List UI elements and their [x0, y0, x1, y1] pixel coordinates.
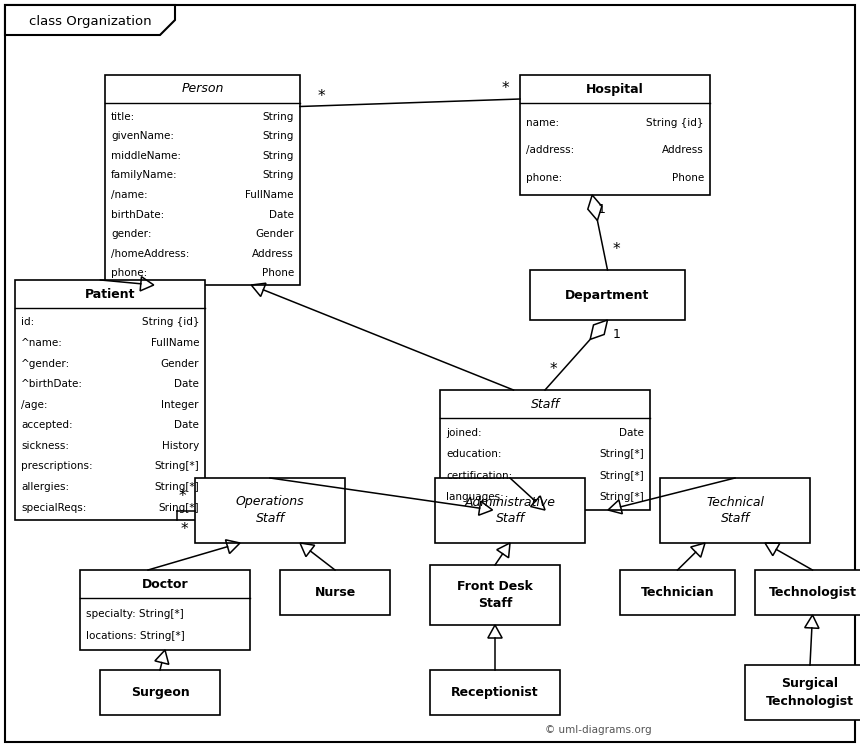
- Text: phone:: phone:: [526, 173, 562, 183]
- Text: Gender: Gender: [161, 359, 199, 368]
- Text: String[*]: String[*]: [599, 471, 644, 481]
- Text: Surgical
Technologist: Surgical Technologist: [766, 678, 854, 707]
- Text: title:: title:: [111, 112, 135, 122]
- Bar: [430, 670, 560, 715]
- Text: id:: id:: [21, 317, 34, 327]
- Text: Technologist: Technologist: [769, 586, 857, 599]
- Bar: [440, 390, 650, 510]
- Text: Date: Date: [269, 210, 294, 220]
- Bar: [100, 670, 220, 715]
- Text: gender:: gender:: [111, 229, 151, 239]
- Text: specialty: String[*]: specialty: String[*]: [86, 609, 184, 619]
- Text: ^name:: ^name:: [21, 338, 63, 348]
- Text: Date: Date: [619, 428, 644, 438]
- Text: Nurse: Nurse: [315, 586, 356, 599]
- Text: FullName: FullName: [150, 338, 199, 348]
- Bar: [80, 570, 250, 650]
- Text: Phone: Phone: [672, 173, 704, 183]
- Text: Operations
Staff: Operations Staff: [236, 495, 304, 525]
- Bar: [430, 565, 560, 625]
- Text: Receptionist: Receptionist: [452, 686, 539, 699]
- Text: Address: Address: [662, 146, 704, 155]
- Polygon shape: [590, 320, 607, 339]
- Text: Administrative
Staff: Administrative Staff: [464, 495, 556, 525]
- Text: Staff: Staff: [531, 397, 560, 411]
- Text: Doctor: Doctor: [142, 577, 188, 590]
- Text: String[*]: String[*]: [599, 450, 644, 459]
- Bar: [620, 570, 735, 615]
- Text: Phone: Phone: [261, 268, 294, 279]
- Text: middleName:: middleName:: [111, 151, 181, 161]
- Text: givenName:: givenName:: [111, 131, 174, 141]
- Bar: [755, 570, 860, 615]
- Text: Surgeon: Surgeon: [131, 686, 189, 699]
- Text: 1: 1: [597, 203, 605, 216]
- Text: Person: Person: [181, 82, 224, 96]
- Text: Address: Address: [252, 249, 294, 258]
- Text: phone:: phone:: [111, 268, 147, 279]
- Text: String: String: [262, 131, 294, 141]
- Text: /age:: /age:: [21, 400, 47, 410]
- Text: Department: Department: [565, 288, 649, 302]
- Text: sickness:: sickness:: [21, 441, 69, 451]
- Text: Technical
Staff: Technical Staff: [706, 495, 764, 525]
- Text: String[*]: String[*]: [154, 462, 199, 471]
- Text: Date: Date: [174, 379, 199, 389]
- Text: Integer: Integer: [162, 400, 199, 410]
- Bar: [520, 75, 710, 195]
- Bar: [435, 478, 585, 543]
- Text: /name:: /name:: [111, 190, 148, 200]
- Text: specialReqs:: specialReqs:: [21, 503, 86, 512]
- Text: String[*]: String[*]: [599, 492, 644, 502]
- Text: accepted:: accepted:: [21, 421, 72, 430]
- Text: History: History: [162, 441, 199, 451]
- Text: certification:: certification:: [446, 471, 513, 481]
- Text: Date: Date: [174, 421, 199, 430]
- Text: Front Desk
Staff: Front Desk Staff: [457, 580, 533, 610]
- Text: name:: name:: [526, 117, 559, 128]
- Text: Gender: Gender: [255, 229, 294, 239]
- Bar: [530, 270, 685, 320]
- Polygon shape: [5, 5, 175, 35]
- Polygon shape: [587, 195, 602, 220]
- Bar: [195, 478, 345, 543]
- Bar: [660, 478, 810, 543]
- Text: joined:: joined:: [446, 428, 482, 438]
- Text: locations: String[*]: locations: String[*]: [86, 631, 185, 642]
- Text: education:: education:: [446, 450, 501, 459]
- Text: String: String: [262, 112, 294, 122]
- Text: Patient: Patient: [85, 288, 135, 300]
- Text: String[*]: String[*]: [154, 482, 199, 492]
- Text: /homeAddress:: /homeAddress:: [111, 249, 189, 258]
- Text: *: *: [181, 522, 188, 537]
- Text: prescriptions:: prescriptions:: [21, 462, 93, 471]
- Text: *: *: [179, 489, 187, 503]
- Text: String: String: [262, 170, 294, 181]
- Text: *: *: [612, 242, 620, 257]
- Text: /address:: /address:: [526, 146, 574, 155]
- Text: © uml-diagrams.org: © uml-diagrams.org: [545, 725, 652, 735]
- Text: String {id}: String {id}: [142, 317, 199, 327]
- Text: *: *: [502, 81, 510, 96]
- Bar: [105, 75, 300, 285]
- Text: String {id}: String {id}: [647, 117, 704, 128]
- Text: ^gender:: ^gender:: [21, 359, 71, 368]
- Text: allergies:: allergies:: [21, 482, 69, 492]
- Text: String: String: [262, 151, 294, 161]
- Bar: [280, 570, 390, 615]
- Text: Technician: Technician: [641, 586, 715, 599]
- Text: Hospital: Hospital: [587, 82, 644, 96]
- Text: Sring[*]: Sring[*]: [158, 503, 199, 512]
- Bar: [15, 280, 205, 520]
- Bar: [745, 665, 860, 720]
- Text: familyName:: familyName:: [111, 170, 178, 181]
- Text: languages:: languages:: [446, 492, 504, 502]
- Text: birthDate:: birthDate:: [111, 210, 164, 220]
- Text: *: *: [318, 88, 326, 104]
- Text: 1: 1: [612, 328, 620, 341]
- Text: FullName: FullName: [245, 190, 294, 200]
- Text: *: *: [550, 362, 557, 377]
- Text: ^birthDate:: ^birthDate:: [21, 379, 83, 389]
- Text: class Organization: class Organization: [28, 16, 151, 28]
